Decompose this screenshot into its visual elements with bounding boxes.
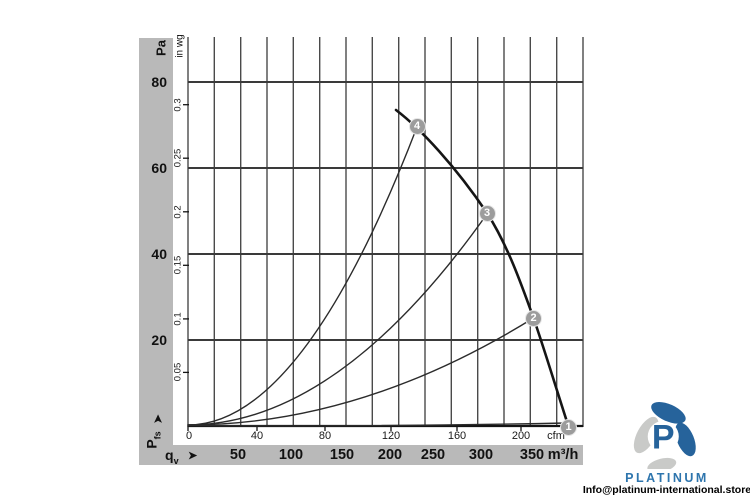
pfs-axis-label: Pfs	[144, 431, 163, 448]
left-axis-band	[139, 38, 173, 465]
m3h-tick-350: 350	[519, 447, 545, 463]
cfm-tick-200: 200	[511, 430, 531, 442]
cfm-tick-80: 80	[318, 430, 332, 442]
qv-right-arrow-icon: ➤	[188, 450, 198, 462]
pfs-axis-label-main: P	[143, 439, 160, 449]
inwg-tick-0-25: 0.25	[172, 148, 184, 168]
fan-curve	[394, 108, 570, 427]
qv-axis-label-main: q	[165, 447, 174, 463]
inwg-unit-label: in wg	[174, 34, 186, 58]
system-curve-1	[187, 422, 567, 427]
curve-badge-2: 2	[525, 309, 542, 327]
inwg-tick-marks	[183, 104, 189, 374]
m3h-tick-250: 250	[420, 447, 446, 463]
inwg-tick-0-1: 0.1	[172, 312, 184, 326]
system-curve-2	[187, 317, 535, 426]
system-curve-4	[187, 126, 418, 426]
inwg-tick-0-15: 0.15	[172, 256, 184, 275]
m3h-tick-50: 50	[229, 447, 247, 463]
bottom-axis-band	[139, 445, 583, 465]
cfm-unit-label: cfm	[547, 430, 565, 442]
inwg-tick-0-3: 0.3	[172, 98, 184, 112]
cfm-tick-marks	[187, 426, 522, 431]
horizontal-gridlines	[188, 81, 583, 341]
pa-tick-60: 60	[151, 160, 167, 176]
pa-unit-label: Pa	[153, 40, 169, 56]
inwg-tick-0-05: 0.05	[172, 363, 184, 382]
curve-badge-3: 3	[478, 204, 496, 222]
m3h-tick-200: 200	[377, 447, 403, 463]
curve-badge-4: 4	[408, 117, 426, 135]
cfm-tick-40: 40	[250, 430, 264, 442]
cfm-tick-160: 160	[447, 430, 467, 442]
m3h-unit-label: m³/h	[547, 447, 579, 463]
m3h-tick-300: 300	[468, 447, 494, 463]
m3h-tick-150: 150	[329, 447, 355, 463]
logo-monogram: P	[652, 418, 675, 456]
pfs-axis-label-sub: fs	[152, 431, 163, 440]
inwg-tick-0-2: 0.2	[172, 205, 184, 219]
cfm-tick-120: 120	[381, 430, 401, 442]
pa-tick-40: 40	[151, 246, 167, 262]
system-curves	[187, 126, 567, 427]
pa-tick-20: 20	[151, 332, 167, 348]
pfs-up-arrow-icon: ➤	[152, 414, 165, 424]
qv-axis-label: qv	[165, 447, 179, 466]
system-curve-3	[187, 213, 488, 426]
pa-tick-80: 80	[151, 74, 167, 90]
curve-badge-1: 1	[560, 418, 577, 436]
qv-axis-label-sub: v	[173, 455, 179, 466]
vertical-gridlines	[187, 37, 584, 427]
platinum-logo-icon: P	[633, 402, 696, 469]
brand-wordmark: PLATINUM	[625, 471, 709, 485]
m3h-tick-100: 100	[278, 447, 304, 463]
brand-email: Info@platinum-international.store	[582, 484, 750, 496]
cfm-tick-0: 0	[185, 430, 193, 442]
